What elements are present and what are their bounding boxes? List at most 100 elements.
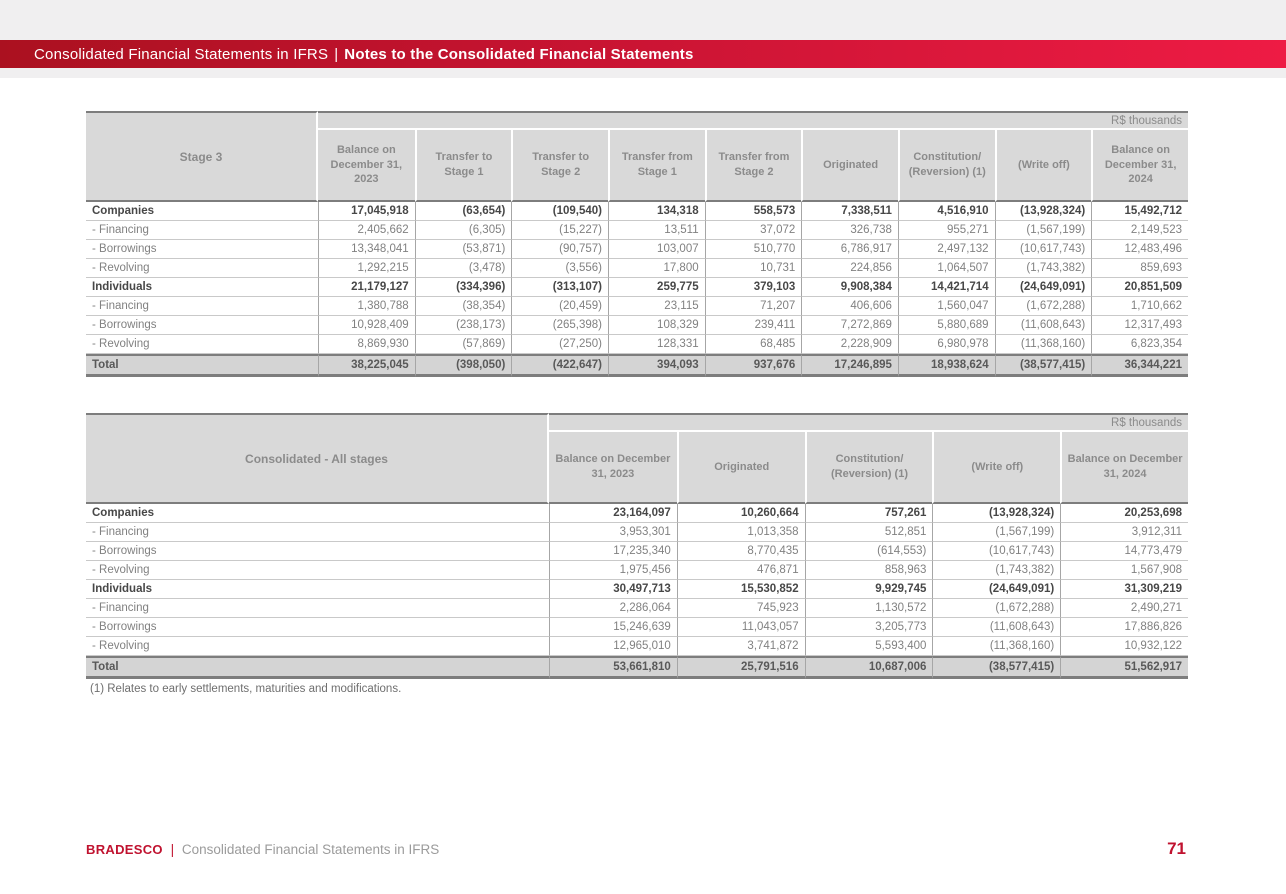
footnote: (1) Relates to early settlements, maturi… — [90, 683, 402, 695]
value-cell: (109,540) — [511, 202, 608, 221]
page-header-bar: Consolidated Financial Statements in IFR… — [0, 40, 1286, 68]
value-cell: (10,617,743) — [994, 240, 1092, 259]
value-cell: (1,743,382) — [994, 259, 1092, 278]
value-cell: 1,292,215 — [318, 259, 415, 278]
value-cell: 11,043,057 — [676, 618, 805, 637]
value-cell: (1,743,382) — [932, 561, 1061, 580]
value-cell: 326,738 — [801, 221, 898, 240]
value-cell: 1,380,788 — [318, 297, 415, 316]
value-cell: 2,497,132 — [897, 240, 995, 259]
value-cell: (3,478) — [414, 259, 512, 278]
value-cell: 13,511 — [607, 221, 705, 240]
value-cell: 239,411 — [704, 316, 802, 335]
column-header: Balance on December 31, 2024 — [1091, 130, 1188, 202]
value-cell: 1,013,358 — [676, 523, 805, 542]
value-cell: 2,149,523 — [1091, 221, 1188, 240]
value-cell: 3,205,773 — [804, 618, 933, 637]
value-cell: (614,553) — [804, 542, 933, 561]
column-header: (Write off) — [994, 130, 1092, 202]
consolidated-all-stages-table: Consolidated - All stages R$ thousands B… — [86, 413, 1188, 679]
value-cell: 7,338,511 — [801, 202, 898, 221]
column-header: Transfer from Stage 1 — [607, 130, 705, 202]
column-header-row: Balance on December 31, 2023 Originated … — [86, 432, 1188, 504]
row-label: - Revolving — [86, 561, 549, 580]
value-cell: 18,938,624 — [897, 354, 995, 377]
value-cell: 259,775 — [607, 278, 705, 297]
value-cell: (13,928,324) — [994, 202, 1092, 221]
column-header: Transfer to Stage 1 — [414, 130, 512, 202]
value-cell: (53,871) — [414, 240, 512, 259]
brand-logo-text: BRADESCO — [86, 842, 163, 857]
value-cell: 7,272,869 — [801, 316, 898, 335]
value-cell: (313,107) — [511, 278, 608, 297]
value-cell: (38,577,415) — [994, 354, 1092, 377]
row-label: - Revolving — [86, 259, 318, 278]
units-row: Stage 3 R$ thousands — [86, 111, 1188, 202]
value-cell: 6,980,978 — [897, 335, 995, 354]
value-cell: (24,649,091) — [994, 278, 1092, 297]
value-cell: 17,800 — [607, 259, 705, 278]
value-cell: 745,923 — [676, 599, 805, 618]
value-cell: (27,250) — [511, 335, 608, 354]
value-cell: 224,856 — [801, 259, 898, 278]
row-label: - Borrowings — [86, 542, 549, 561]
table-row: - Financing 2,405,662 (6,305) (15,227) 13,51… — [86, 221, 1188, 240]
value-cell: 510,770 — [704, 240, 802, 259]
units-label: R$ thousands — [549, 413, 1188, 432]
value-cell: 36,344,221 — [1091, 354, 1188, 377]
value-cell: 15,246,639 — [549, 618, 677, 637]
value-cell: 134,318 — [607, 202, 705, 221]
value-cell: 2,286,064 — [549, 599, 677, 618]
table-row: - Borrowings 15,246,639 11,043,057 3,205,77… — [86, 618, 1188, 637]
value-cell: 937,676 — [704, 354, 802, 377]
stage3-table: Stage 3 R$ thousands Balance on December… — [86, 111, 1188, 377]
row-label: Companies — [86, 202, 318, 221]
table-row: - Borrowings 13,348,041 (53,871) (90,757) 10… — [86, 240, 1188, 259]
footer-doc-title: Consolidated Financial Statements in IFR… — [181, 842, 440, 857]
value-cell: (90,757) — [511, 240, 608, 259]
value-cell: 1,064,507 — [897, 259, 995, 278]
value-cell: 68,485 — [704, 335, 802, 354]
value-cell: 3,741,872 — [676, 637, 805, 656]
value-cell: 2,228,909 — [801, 335, 898, 354]
value-cell: 25,791,516 — [676, 656, 805, 679]
value-cell: 1,560,047 — [897, 297, 995, 316]
table-row: Individuals 21,179,127 (334,396) (313,107) 2… — [86, 278, 1188, 297]
header-bar-right-text: Notes to the Consolidated Financial Stat… — [344, 45, 694, 63]
row-label: Total — [86, 354, 318, 377]
value-cell: 558,573 — [704, 202, 802, 221]
value-cell: (57,869) — [414, 335, 512, 354]
value-cell: (11,368,160) — [932, 637, 1061, 656]
value-cell: (24,649,091) — [932, 580, 1061, 599]
value-cell: 8,770,435 — [676, 542, 805, 561]
value-cell: 476,871 — [676, 561, 805, 580]
row-label: - Financing — [86, 221, 318, 240]
column-header: Constitution/ (Reversion) (1) — [804, 432, 933, 504]
value-cell: 859,693 — [1091, 259, 1188, 278]
footer-separator: | — [170, 842, 175, 857]
value-cell: (13,928,324) — [932, 504, 1061, 523]
column-header: Balance on December 31, 2024 — [1060, 432, 1188, 504]
row-label: - Revolving — [86, 335, 318, 354]
value-cell: 17,235,340 — [549, 542, 677, 561]
column-header: (Write off) — [932, 432, 1061, 504]
value-cell: 17,045,918 — [318, 202, 415, 221]
value-cell: (38,354) — [414, 297, 512, 316]
value-cell: 38,225,045 — [318, 354, 415, 377]
value-cell: 1,710,662 — [1091, 297, 1188, 316]
value-cell: 3,912,311 — [1060, 523, 1188, 542]
value-cell: (3,556) — [511, 259, 608, 278]
value-cell: 13,348,041 — [318, 240, 415, 259]
value-cell: 5,880,689 — [897, 316, 995, 335]
value-cell: (63,654) — [414, 202, 512, 221]
value-cell: 10,731 — [704, 259, 802, 278]
table-title: Consolidated - All stages — [86, 413, 549, 504]
value-cell: 12,965,010 — [549, 637, 677, 656]
value-cell: (20,459) — [511, 297, 608, 316]
value-cell: (334,396) — [414, 278, 512, 297]
column-header: Balance on December 31, 2023 — [549, 432, 677, 504]
header-bar-left-text: Consolidated Financial Statements in IFR… — [34, 45, 329, 63]
value-cell: 10,687,006 — [804, 656, 933, 679]
value-cell: 5,593,400 — [804, 637, 933, 656]
